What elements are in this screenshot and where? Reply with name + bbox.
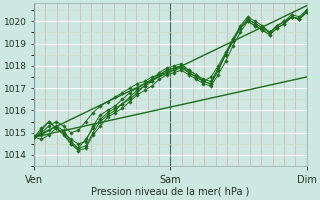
X-axis label: Pression niveau de la mer( hPa ): Pression niveau de la mer( hPa ) (91, 187, 250, 197)
